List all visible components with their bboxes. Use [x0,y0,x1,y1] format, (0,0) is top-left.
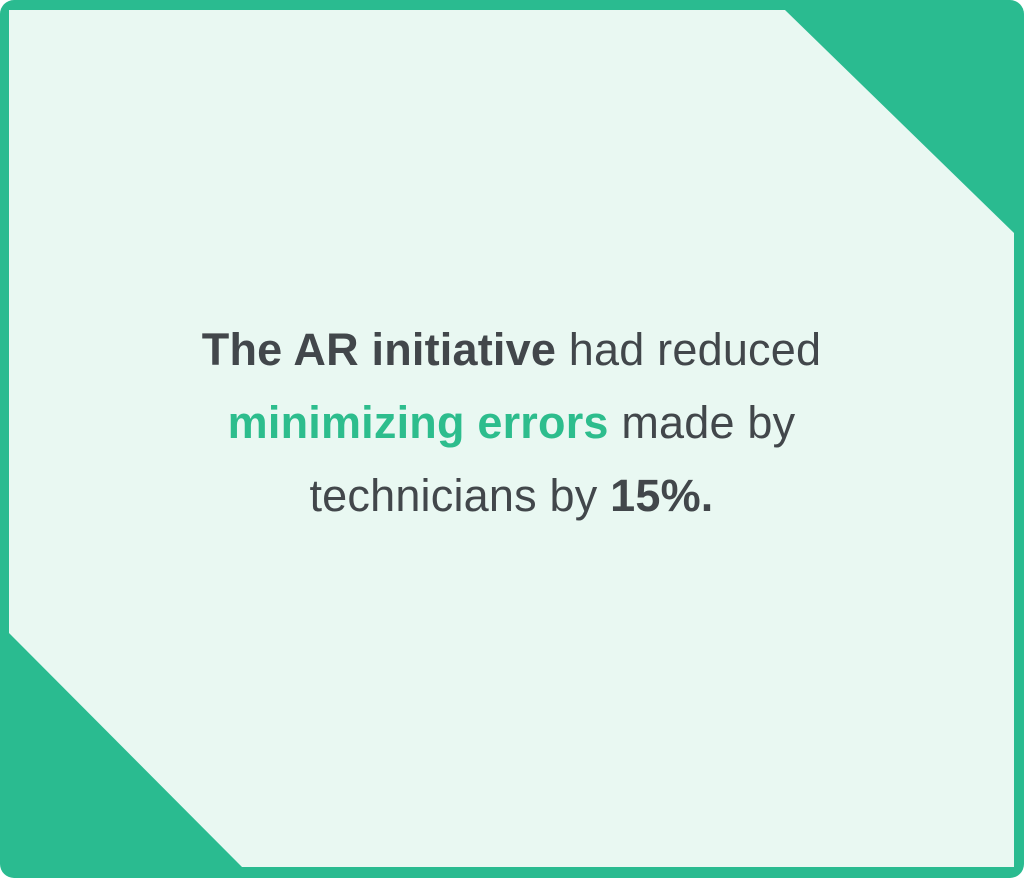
quote-line-2: minimizing errors made by [202,386,821,459]
stat-value: 15%. [610,470,714,521]
quote-line-1: The AR initiative had reduced [202,313,821,386]
quote-panel: The AR initiative had reduced minimizing… [9,10,1014,867]
quote-line-2-rest: made by [608,397,796,448]
quote-line-1-rest: had reduced [556,324,822,375]
quote-text-block: The AR initiative had reduced minimizing… [202,313,821,532]
quote-emphasis-initiative: The AR initiative [201,324,557,375]
quote-highlight-minimizing-errors: minimizing errors [227,397,609,448]
quote-line-3-lead: technicians by [309,470,611,521]
quote-line-3: technicians by 15%. [202,459,821,532]
